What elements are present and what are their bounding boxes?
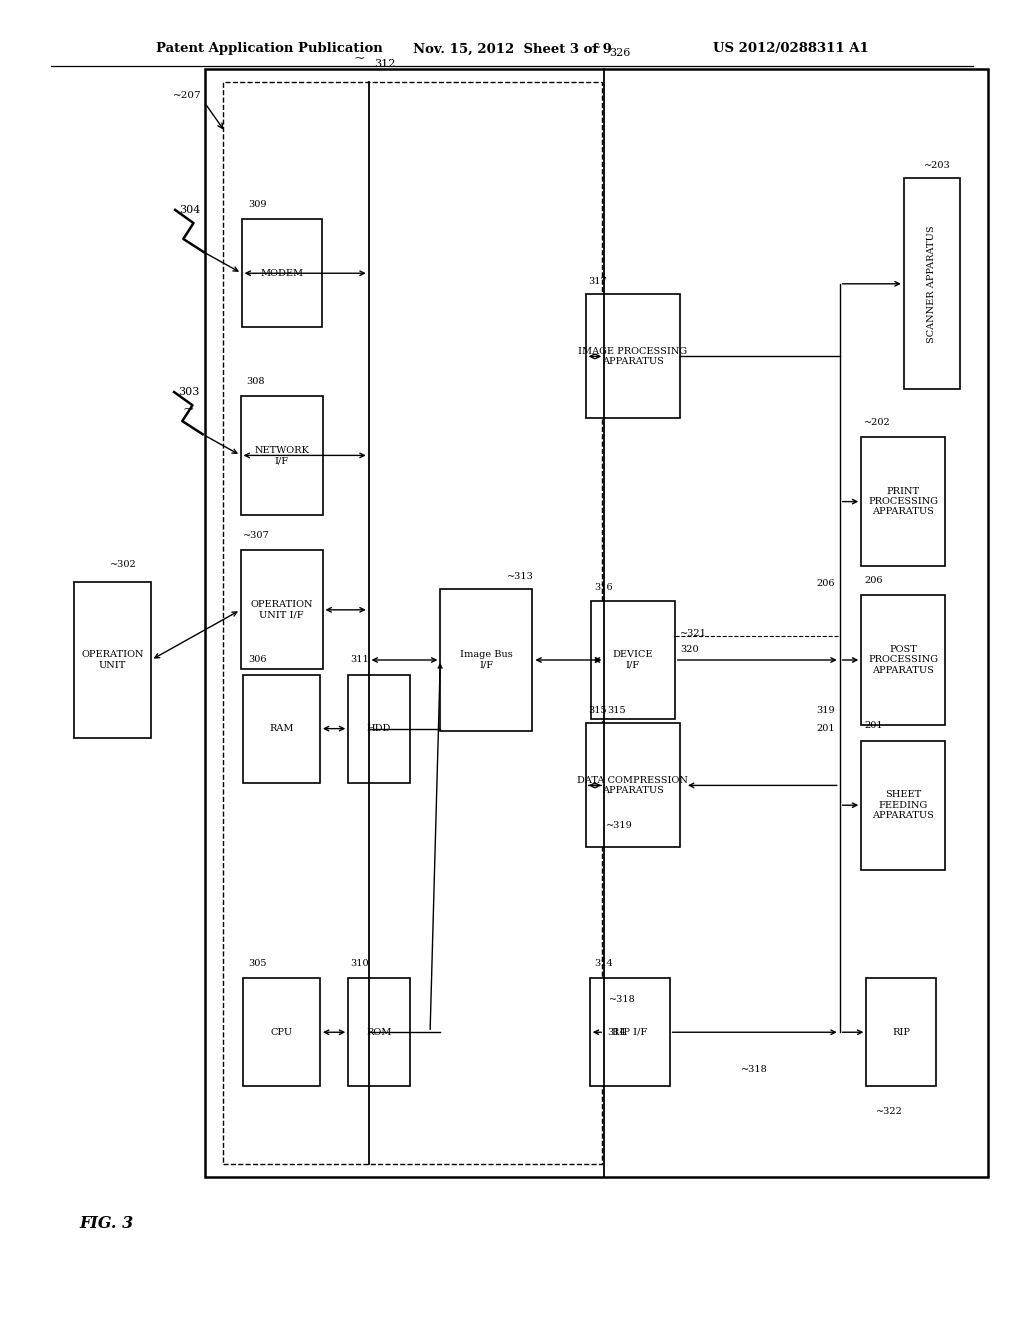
Text: 326: 326 (609, 48, 631, 58)
Text: 309: 309 (248, 201, 266, 209)
Text: ~302: ~302 (110, 561, 136, 569)
Bar (348, 675, 410, 783)
Text: US 2012/0288311 A1: US 2012/0288311 A1 (713, 42, 868, 55)
Text: 315: 315 (607, 706, 626, 714)
Bar (244, 978, 319, 1086)
Bar (242, 219, 322, 327)
Text: OPERATION
UNIT: OPERATION UNIT (81, 651, 144, 669)
Bar (241, 396, 323, 515)
Text: RIP: RIP (892, 1028, 910, 1036)
Bar (241, 550, 323, 669)
Text: ~321: ~321 (680, 630, 707, 638)
Text: 303: 303 (178, 387, 200, 397)
Bar (348, 978, 410, 1086)
Text: 305: 305 (248, 960, 266, 968)
Text: 312: 312 (374, 58, 395, 69)
Text: ~318: ~318 (741, 1065, 768, 1074)
Text: 320: 320 (680, 645, 698, 653)
Text: 308: 308 (246, 378, 264, 385)
Text: ~307: ~307 (243, 532, 269, 540)
Text: 201: 201 (816, 725, 835, 733)
Text: MODEM: MODEM (260, 269, 303, 277)
Bar (861, 437, 945, 566)
Text: ~202: ~202 (864, 418, 891, 426)
Text: 319: 319 (816, 706, 835, 714)
Text: HDD: HDD (367, 725, 391, 733)
Text: ~203: ~203 (924, 161, 950, 169)
Bar (223, 82, 602, 1164)
Text: RAM: RAM (269, 725, 294, 733)
Text: RIP I/F: RIP I/F (612, 1028, 647, 1036)
Text: ~207: ~207 (173, 91, 202, 100)
Bar (861, 741, 945, 870)
Text: ~318: ~318 (609, 995, 636, 1003)
Text: Image Bus
I/F: Image Bus I/F (460, 651, 513, 669)
Text: ~319: ~319 (606, 821, 633, 829)
Text: IMAGE PROCESSING
APPARATUS: IMAGE PROCESSING APPARATUS (579, 347, 687, 366)
Text: 306: 306 (248, 656, 266, 664)
Text: 314: 314 (607, 1028, 626, 1036)
Text: 206: 206 (816, 579, 835, 587)
Bar (440, 589, 532, 731)
Text: PRINT
PROCESSING
APPARATUS: PRINT PROCESSING APPARATUS (868, 487, 938, 516)
Text: ~: ~ (354, 51, 366, 66)
Text: 206: 206 (864, 577, 883, 585)
Text: 316: 316 (594, 583, 612, 591)
Bar (904, 178, 961, 389)
Text: FIG. 3: FIG. 3 (80, 1216, 134, 1232)
Text: ROM: ROM (367, 1028, 391, 1036)
Text: Nov. 15, 2012  Sheet 3 of 9: Nov. 15, 2012 Sheet 3 of 9 (413, 42, 611, 55)
Bar (586, 723, 680, 847)
Text: SHEET
FEEDING
APPARATUS: SHEET FEEDING APPARATUS (872, 791, 934, 820)
Bar (866, 978, 936, 1086)
Text: 201: 201 (864, 722, 883, 730)
Text: ~313: ~313 (507, 573, 534, 581)
Text: 311: 311 (350, 656, 369, 664)
Text: OPERATION
UNIT I/F: OPERATION UNIT I/F (250, 601, 313, 619)
Text: 304: 304 (179, 205, 201, 215)
Bar (205, 69, 988, 1177)
Bar (75, 582, 152, 738)
Bar (591, 601, 675, 719)
Text: ~322: ~322 (876, 1107, 902, 1115)
Text: 310: 310 (350, 960, 369, 968)
Text: DATA COMPRESSION
APPARATUS: DATA COMPRESSION APPARATUS (578, 776, 688, 795)
Bar (586, 294, 680, 418)
Bar (861, 595, 945, 725)
Text: 317: 317 (588, 277, 606, 285)
Text: NETWORK
I/F: NETWORK I/F (254, 446, 309, 465)
Text: DEVICE
I/F: DEVICE I/F (612, 651, 653, 669)
Text: POST
PROCESSING
APPARATUS: POST PROCESSING APPARATUS (868, 645, 938, 675)
Bar (590, 978, 670, 1086)
Bar (244, 675, 319, 783)
Text: SCANNER APPARATUS: SCANNER APPARATUS (928, 224, 936, 343)
Text: CPU: CPU (270, 1028, 293, 1036)
Text: 315: 315 (588, 706, 606, 714)
Text: ~: ~ (590, 41, 601, 55)
Text: 314: 314 (594, 960, 612, 968)
Text: ~: ~ (183, 404, 195, 417)
Text: Patent Application Publication: Patent Application Publication (156, 42, 382, 55)
